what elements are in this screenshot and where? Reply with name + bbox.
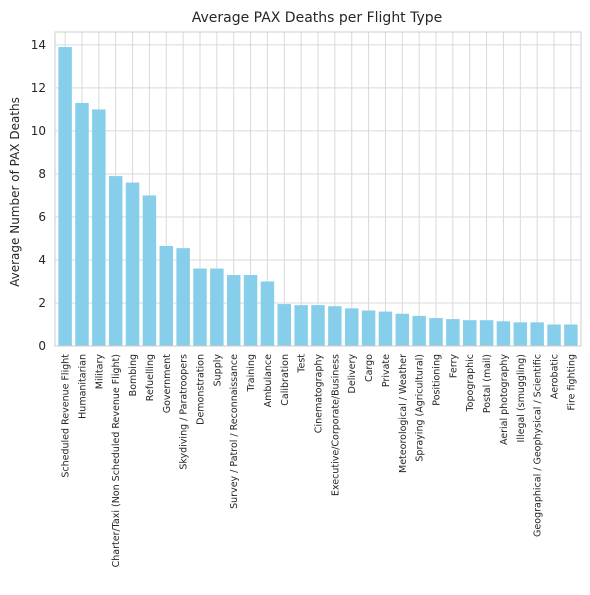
- x-tick-label: Test: [297, 354, 308, 374]
- x-tick-label: Cinematography: [314, 354, 325, 434]
- x-tick-label: Ambulance: [263, 354, 274, 408]
- bar: [226, 275, 241, 346]
- bar: [479, 320, 494, 346]
- x-tick-label: Executive/Corporate/Business: [330, 354, 341, 496]
- x-tick-label: Training: [246, 354, 257, 393]
- x-tick-label: Postal (mail): [482, 354, 493, 413]
- x-tick-label: Calibration: [280, 354, 291, 406]
- x-tick-label: Aerial photography: [499, 354, 510, 445]
- y-tick-label: 4: [38, 253, 46, 267]
- x-tick-label: Private: [381, 354, 392, 387]
- bar: [547, 324, 561, 346]
- x-tick-label: Positioning: [432, 354, 443, 406]
- bar: [462, 320, 477, 346]
- x-tick-label: Fire fighting: [566, 354, 577, 410]
- bar: [361, 310, 376, 346]
- bar: [530, 322, 544, 346]
- y-tick-label: 6: [38, 210, 46, 224]
- x-tick-label: Geographical / Geophysical / Scientific: [533, 354, 544, 537]
- bar: [176, 248, 190, 346]
- bar: [193, 268, 207, 346]
- bar: [395, 313, 410, 346]
- x-tick-label: Military: [94, 354, 105, 390]
- bar: [243, 275, 258, 346]
- bar: [564, 324, 578, 346]
- bar: [294, 305, 308, 346]
- x-tick-label: Ferry: [448, 354, 459, 378]
- y-tick-label: 14: [31, 38, 46, 52]
- bar: [311, 305, 325, 346]
- bar: [429, 318, 443, 346]
- x-tick-label: Spraying (Agricultural): [415, 354, 426, 462]
- x-tick-label: Scheduled Revenue Flight: [61, 354, 72, 478]
- x-tick-label: Skydiving / Paratroopers: [179, 354, 190, 470]
- bar: [159, 245, 174, 346]
- x-tick-labels: Scheduled Revenue Flight Humanitarian Mili…: [61, 354, 578, 568]
- x-tick-label: Survey / Patrol / Reconnaissance: [229, 354, 240, 509]
- y-tick-label: 2: [38, 296, 46, 310]
- x-tick-label: Demonstration: [195, 354, 206, 425]
- bar: [260, 281, 275, 346]
- plot-frame: [54, 31, 582, 347]
- bar: [108, 176, 123, 346]
- bar: [378, 311, 393, 346]
- bar: [58, 47, 72, 346]
- y-tick-labels: 0 2 4 6 8 10 12 14: [31, 38, 46, 353]
- y-tick-label: 12: [31, 81, 46, 95]
- bar: [328, 306, 342, 346]
- bars: [58, 47, 578, 347]
- bar: [496, 321, 511, 346]
- x-tick-label: Supply: [212, 354, 223, 387]
- bar: [277, 304, 292, 346]
- x-tick-label: Illegal (smuggling): [516, 354, 527, 442]
- y-tick-label: 8: [38, 167, 46, 181]
- y-tick-label: 10: [31, 124, 46, 138]
- bar: [344, 308, 359, 346]
- x-tick-label: Topographic: [465, 354, 476, 413]
- chart-title: Average PAX Deaths per Flight Type: [192, 10, 443, 26]
- x-tick-label: Aerobatic: [550, 354, 561, 399]
- bar: [210, 268, 224, 346]
- bar: [142, 195, 157, 346]
- x-tick-label: Bombing: [128, 354, 139, 396]
- x-tick-label: Humanitarian: [77, 354, 88, 419]
- x-tick-label: Delivery: [347, 354, 358, 394]
- y-axis-label: Average Number of PAX Deaths: [8, 97, 22, 287]
- bar: [412, 315, 426, 346]
- bar: [92, 109, 106, 347]
- x-tick-label: Refuelling: [145, 354, 156, 401]
- bar: [446, 319, 460, 346]
- y-tick-label: 0: [38, 339, 46, 353]
- x-tick-label: Meteorological / Weather: [398, 354, 409, 473]
- bar: [75, 102, 89, 347]
- bar: [125, 182, 140, 346]
- x-tick-label: Cargo: [364, 354, 375, 382]
- bar: [513, 322, 528, 346]
- x-tick-label: Government: [162, 354, 173, 414]
- x-tick-label: Charter/Taxi (Non Scheduled Revenue Flig…: [111, 354, 122, 567]
